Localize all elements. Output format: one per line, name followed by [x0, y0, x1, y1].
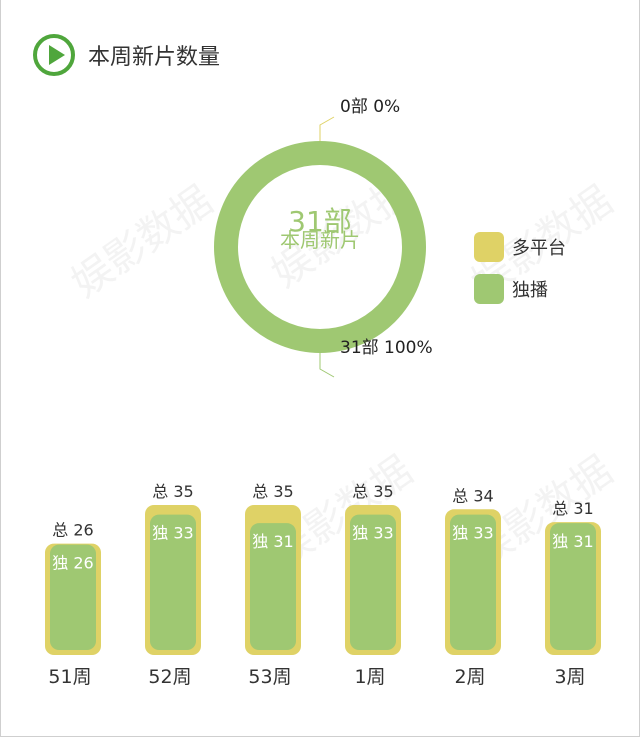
bar-total-label: 总 31: [552, 499, 593, 518]
bar-exclusive: [550, 523, 596, 650]
x-tick-label: 3周: [554, 666, 585, 688]
legend-item-exclusive: 独播: [474, 274, 566, 304]
bar-total-label: 总 35: [352, 482, 393, 501]
section-header: 本周新片数量: [32, 33, 220, 77]
bar-exclusive: [450, 514, 496, 650]
legend: 多平台 独播: [474, 232, 566, 316]
bar-total-label: 总 34: [452, 486, 493, 505]
donut-slice-exclusive: [214, 141, 426, 353]
bar-exclusive-label: 独 31: [252, 532, 293, 551]
legend-label-multi: 多平台: [512, 238, 566, 259]
donut-center-label: 本周新片: [280, 228, 360, 252]
bar-exclusive-label: 独 33: [452, 524, 493, 543]
play-icon: [33, 34, 75, 76]
x-tick-label: 51周: [48, 666, 91, 688]
legend-label-exclusive: 独播: [512, 280, 548, 301]
callout-line-multi: [319, 116, 335, 141]
x-tick-label: 1周: [354, 666, 385, 688]
page-title: 本周新片数量: [88, 45, 221, 70]
x-tick-label: 52周: [148, 666, 191, 688]
bar-exclusive-label: 独 31: [552, 532, 593, 551]
legend-item-multi: 多平台: [474, 232, 566, 262]
legend-swatch-multi: [474, 232, 504, 262]
x-tick-label: 53周: [248, 666, 291, 688]
slice-label-exclusive: 31部 100%: [340, 338, 433, 358]
bar-exclusive-label: 独 26: [52, 554, 93, 573]
bar-exclusive: [50, 544, 96, 650]
bar-total-label: 总 26: [52, 521, 93, 540]
donut-center-value: 31部: [288, 205, 352, 238]
bar-total-label: 总 35: [152, 482, 193, 501]
bar-exclusive: [350, 514, 396, 650]
bar-exclusive: [150, 514, 196, 650]
callout-line-exclusive: [319, 353, 335, 378]
bar-exclusive: [250, 523, 296, 650]
bar-exclusive-label: 独 33: [152, 524, 193, 543]
legend-swatch-exclusive: [474, 274, 504, 304]
x-tick-label: 2周: [454, 666, 485, 688]
bar-total-label: 总 35: [252, 482, 293, 501]
slice-label-multi: 0部 0%: [340, 97, 400, 117]
bar-exclusive-label: 独 33: [352, 524, 393, 543]
